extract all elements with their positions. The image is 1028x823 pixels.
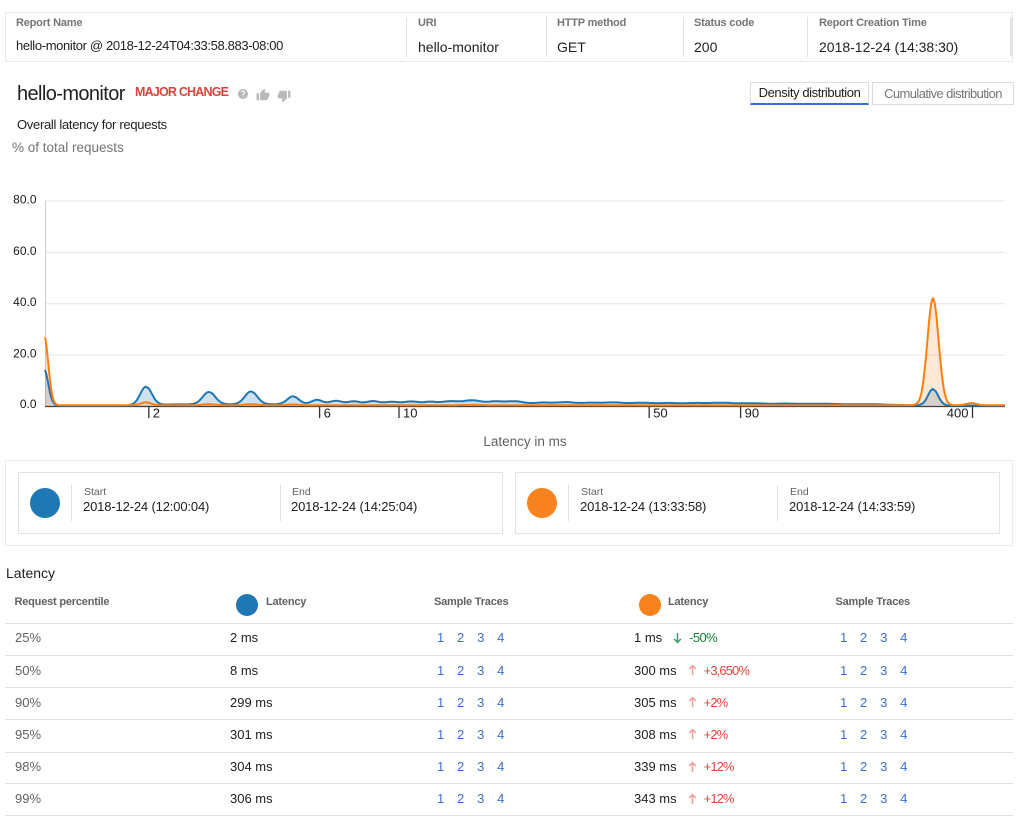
svg-text:10: 10: [403, 406, 417, 421]
svg-text:90: 90: [745, 406, 759, 421]
svg-text:80.0: 80.0: [13, 192, 37, 206]
svg-text:0.0: 0.0: [20, 397, 37, 411]
svg-text:60.0: 60.0: [13, 244, 37, 258]
svg-text:400: 400: [947, 406, 969, 421]
svg-text:50: 50: [653, 406, 667, 421]
svg-text:6: 6: [324, 406, 331, 421]
svg-text:2: 2: [153, 406, 160, 421]
svg-text:20.0: 20.0: [13, 347, 37, 361]
svg-text:40.0: 40.0: [13, 295, 37, 309]
